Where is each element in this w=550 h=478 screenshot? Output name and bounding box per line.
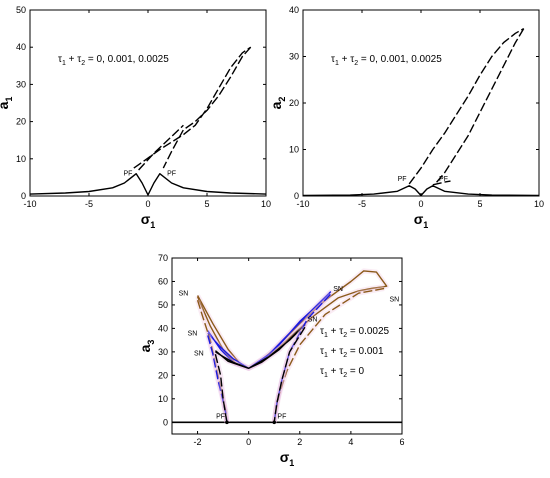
annotation-text: τ1​ + τ2​ = 0, 0.001, 0.0025 — [331, 54, 442, 67]
point-label-sn: SN — [188, 330, 198, 337]
point-label-pf: PF — [439, 176, 448, 183]
series-line — [432, 180, 451, 186]
point-label-pf: PF — [277, 414, 286, 421]
svg-text:σ1: σ1 — [141, 211, 156, 230]
y-tick-label: 10 — [158, 394, 168, 404]
y-tick-label: 40 — [158, 323, 168, 333]
y-tick-label: 0 — [163, 417, 168, 427]
series-halo — [212, 353, 230, 423]
series-halo — [271, 292, 333, 423]
series-line — [273, 293, 331, 423]
legend-entry: τ1​ + τ2​ = 0.001 — [320, 346, 384, 359]
chart-a1: -10 -5 0 5 10 0 10 20 30 40 50 σ1 a1 PF PF τ1​ + τ2​ = … — [0, 5, 271, 230]
y-tick-label: 40 — [289, 5, 299, 15]
x-tick-label: 10 — [261, 199, 271, 209]
y-axis-label: a1 — [0, 97, 14, 110]
point-label-pf: PF — [216, 414, 225, 421]
y-tick-label: 70 — [158, 253, 168, 263]
x-tick-label: 4 — [348, 437, 353, 447]
y-tick-label: 50 — [16, 5, 26, 15]
x-tick-label: 0 — [145, 199, 150, 209]
y-tick-label: 0 — [294, 191, 299, 201]
y-tick-label: 40 — [16, 42, 26, 52]
series-line — [214, 324, 306, 369]
plot-frame — [171, 257, 403, 435]
y-tick-label: 20 — [289, 98, 299, 108]
y-tick-label: 50 — [158, 300, 168, 310]
annotation-text: τ1​ + τ2​ = 0, 0.001, 0.0025 — [58, 54, 169, 67]
x-tick-label: -2 — [194, 437, 202, 447]
y-tick-label: 30 — [158, 347, 168, 357]
series-line — [162, 46, 252, 169]
point-label-pf: PF — [398, 176, 407, 183]
x-tick-label: 0 — [418, 199, 423, 209]
y-tick-label: 0 — [21, 191, 26, 201]
point-label-sn: SN — [194, 350, 204, 357]
legend-entry: τ1​ + τ2​ = 0.0025 — [320, 326, 390, 339]
x-tick-label: -10 — [23, 199, 36, 209]
series-line — [30, 173, 266, 196]
svg-text:σ1: σ1 — [280, 449, 295, 468]
x-tick-label: -5 — [85, 199, 93, 209]
point-label-pf: PF — [123, 171, 132, 178]
chart-a2: -10 -5 0 5 10 0 10 20 30 40 σ1 a2 PF PF τ1​ + τ2​ = 0,… — [268, 5, 544, 230]
svg-text:a2: a2 — [268, 97, 287, 110]
y-tick-label: 30 — [16, 79, 26, 89]
x-tick-label: 2 — [297, 437, 302, 447]
series-line — [138, 124, 184, 171]
x-tick-label: 5 — [477, 199, 482, 209]
point-label-sn: SN — [308, 316, 318, 323]
y-tick-label: 60 — [158, 276, 168, 286]
x-tick-label: 6 — [399, 437, 404, 447]
series-line — [303, 185, 539, 196]
series-line — [214, 354, 228, 423]
x-tick-label: 10 — [534, 199, 544, 209]
y-tick-label: 10 — [16, 154, 26, 164]
svg-text:σ1: σ1 — [414, 211, 429, 230]
x-tick-label: -5 — [358, 199, 366, 209]
pf-point-marker — [225, 420, 229, 425]
x-axis-label: σ1 — [141, 211, 156, 230]
x-tick-label: 0 — [246, 437, 251, 447]
point-label-sn: SN — [389, 296, 399, 303]
pf-point-marker — [272, 420, 277, 425]
x-axis-label: σ1 — [280, 449, 295, 468]
series-group — [172, 268, 402, 424]
series-line — [273, 326, 306, 423]
series-line — [207, 335, 228, 423]
series-line — [408, 27, 525, 185]
svg-text:a1: a1 — [0, 97, 14, 110]
legend-entry: τ1​ + τ2​ = 0 — [320, 366, 365, 379]
y-tick-label: 30 — [289, 52, 299, 62]
y-axis-label: a2 — [268, 97, 287, 110]
y-axis-label: a3 — [137, 340, 156, 353]
svg-text:a3: a3 — [137, 340, 156, 353]
series-line — [434, 28, 525, 185]
x-axis-label: σ1 — [414, 211, 429, 230]
series-group — [30, 46, 266, 196]
point-label-sn: SN — [333, 286, 343, 293]
y-tick-label: 10 — [289, 145, 299, 155]
x-tick-label: -10 — [296, 199, 309, 209]
plot-frame — [29, 9, 267, 197]
series-line — [133, 46, 252, 169]
point-label-pf: PF — [167, 171, 176, 178]
series-group — [303, 27, 539, 196]
y-tick-label: 20 — [158, 370, 168, 380]
point-label-sn: SN — [179, 291, 189, 298]
x-tick-label: 5 — [204, 199, 209, 209]
y-tick-label: 20 — [16, 117, 26, 127]
